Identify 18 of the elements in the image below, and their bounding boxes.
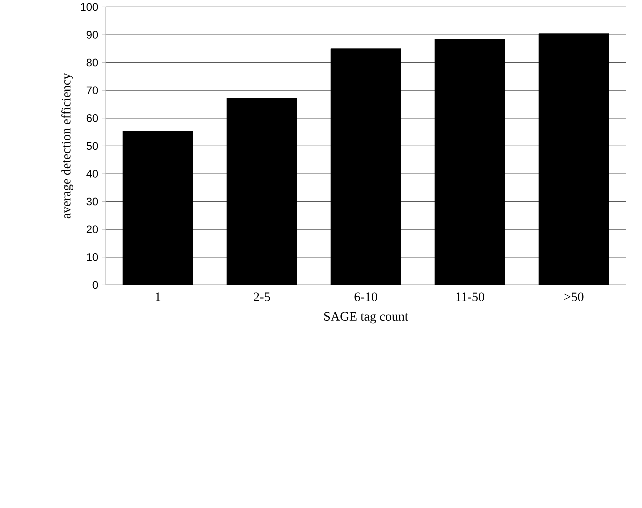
y-tick-label: 0 (92, 282, 98, 290)
y-axis-title: average detection efficiency (62, 74, 74, 219)
x-tick-label: 1 (156, 292, 161, 302)
y-tick-label: 30 (86, 198, 98, 206)
x-tick-label: 2-5 (254, 292, 270, 302)
x-axis-title: SAGE tag count (324, 312, 408, 324)
y-tick-label: 10 (87, 254, 98, 262)
y-tick-label: 80 (86, 59, 98, 67)
x-tick-label: 11-50 (456, 292, 484, 302)
x-tick-label: >50 (564, 292, 584, 302)
y-tick-label: 20 (86, 226, 98, 234)
x-tick-label: 6-10 (354, 292, 378, 302)
y-tick-label: 100 (81, 4, 98, 12)
y-tick-label: 90 (86, 31, 98, 40)
y-tick-label: 50 (86, 142, 98, 150)
y-tick-label: 40 (86, 170, 98, 178)
y-tick-label: 60 (86, 114, 98, 122)
y-tick-label: 70 (86, 86, 98, 95)
